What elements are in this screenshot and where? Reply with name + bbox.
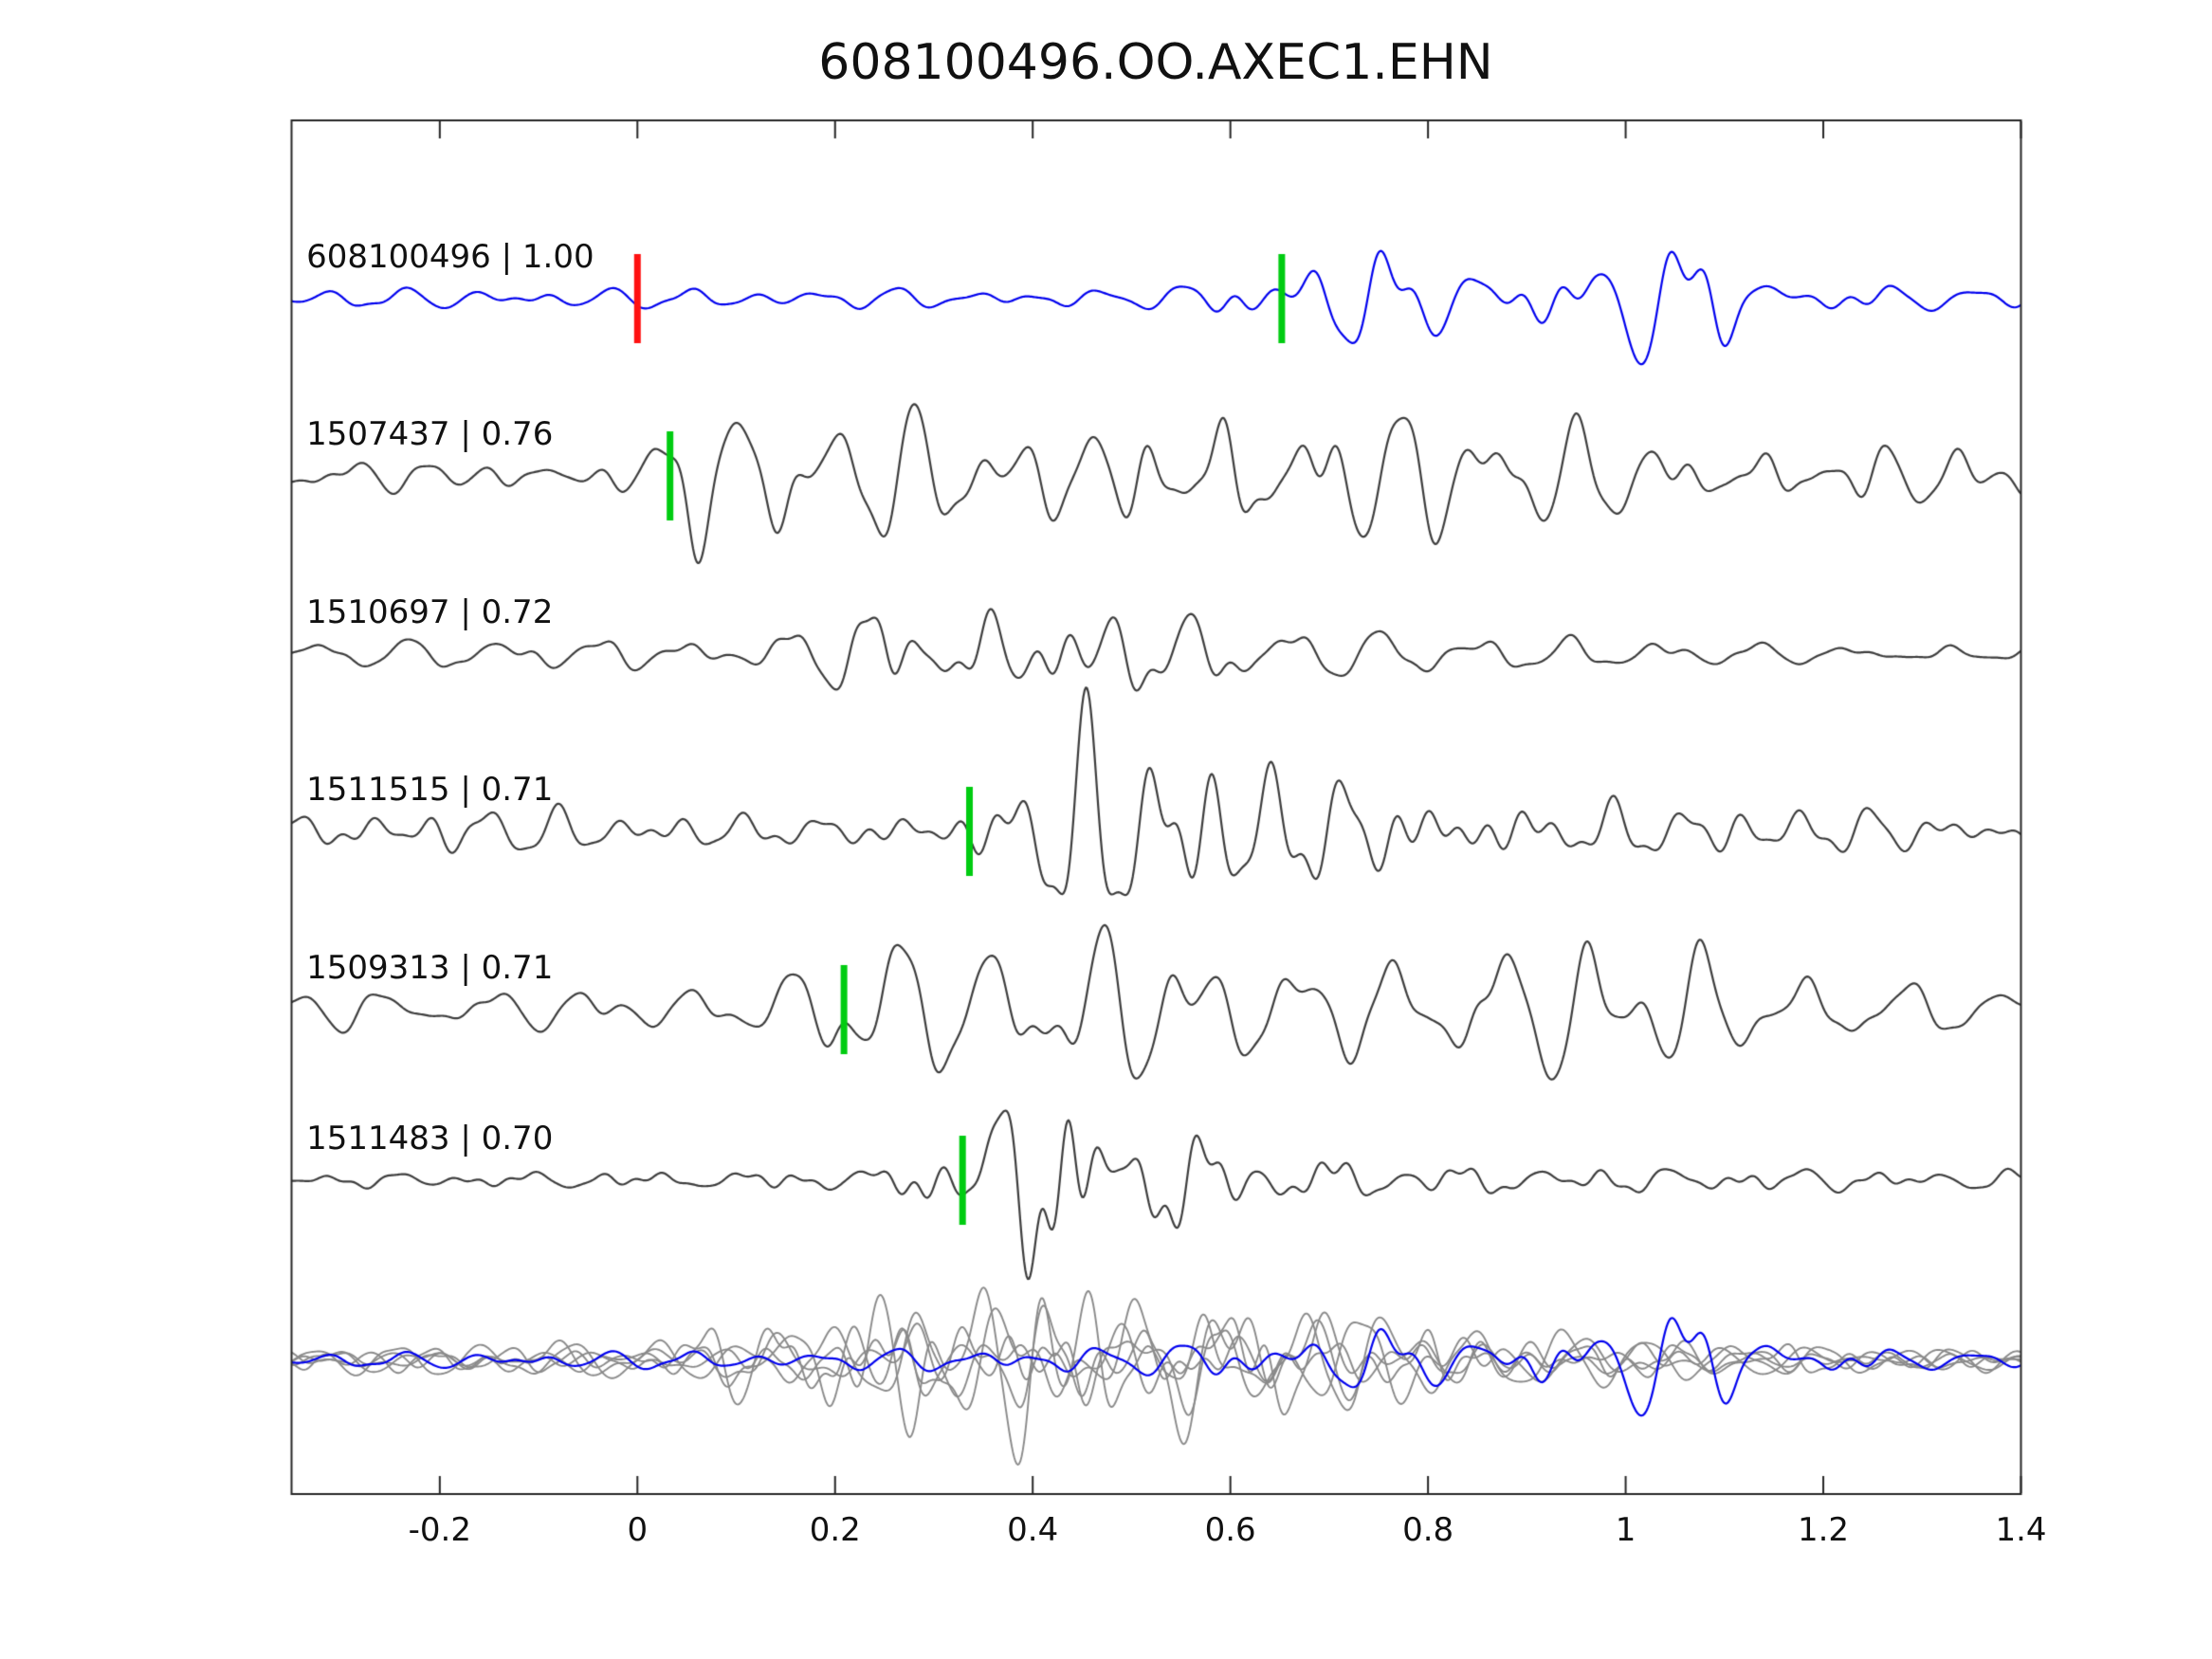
trace-label-1510697: 1510697 | 0.72 <box>306 593 554 631</box>
trace-label-1507437: 1507437 | 0.76 <box>306 415 554 453</box>
x-tick-label-0.2: 0.2 <box>809 1511 861 1549</box>
x-tick-label-0.6: 0.6 <box>1204 1511 1256 1549</box>
x-tick-label--0.2: -0.2 <box>408 1511 471 1549</box>
x-tick-label-0: 0 <box>627 1511 649 1549</box>
x-tick-label-1: 1 <box>1615 1511 1636 1549</box>
x-tick-label-0.8: 0.8 <box>1402 1511 1454 1549</box>
trace-label-1509313: 1509313 | 0.71 <box>306 949 554 987</box>
x-tick-label-0.4: 0.4 <box>1007 1511 1059 1549</box>
trace-label-1511483: 1511483 | 0.70 <box>306 1120 554 1158</box>
x-tick-label-1.4: 1.4 <box>1995 1511 2047 1549</box>
x-tick-label-1.2: 1.2 <box>1797 1511 1850 1549</box>
trace-label-1511515: 1511515 | 0.71 <box>306 771 554 809</box>
trace-label-608100496: 608100496 | 1.00 <box>306 238 594 276</box>
